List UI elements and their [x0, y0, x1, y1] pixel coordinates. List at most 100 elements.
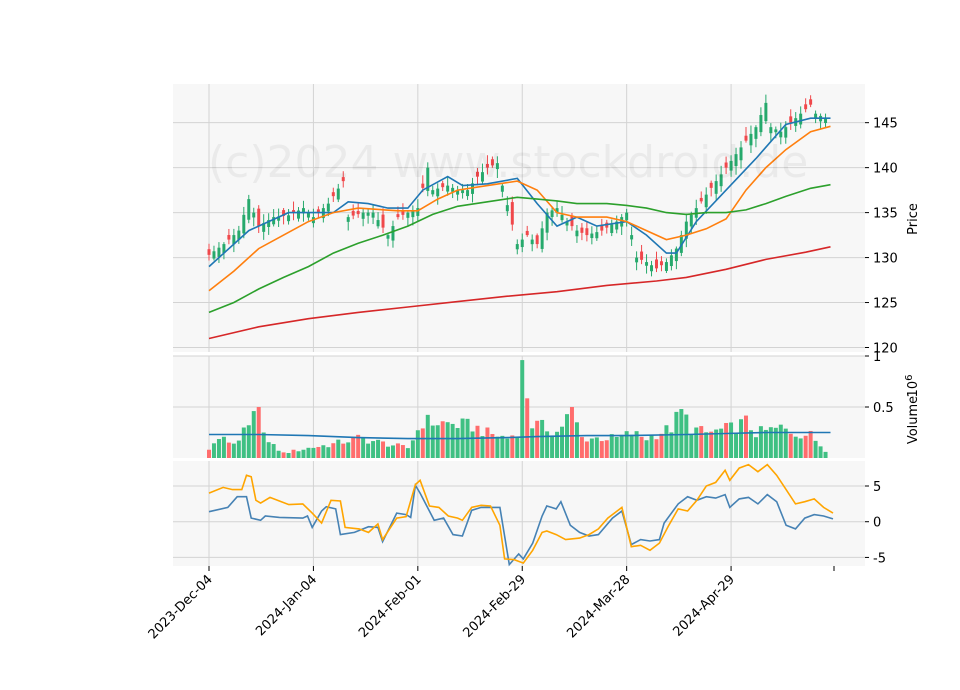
volume-bar	[714, 429, 719, 458]
price-panel: 120 125 130 135 140 145	[173, 84, 898, 357]
candle-body	[754, 127, 758, 139]
candle-body	[590, 233, 594, 239]
candle-body	[461, 190, 465, 194]
candle-body	[645, 262, 649, 266]
volume-bar	[644, 440, 649, 458]
volume-bar	[207, 449, 211, 458]
volume-bar	[256, 407, 261, 458]
volume-bar	[475, 425, 480, 458]
volume-bar	[331, 443, 336, 458]
volume-bar	[560, 426, 565, 458]
volume-bar	[356, 434, 361, 458]
x-axis: 2023-Dec-04 2024-Jan-04 2024-Feb-01 2024-Fe…	[146, 566, 835, 642]
volume-bar	[410, 440, 415, 458]
watermark: (c)2024 www.stockdroid.de	[208, 137, 808, 188]
volume-bar	[366, 443, 371, 458]
moving-average-line-4	[208, 246, 831, 340]
candle-body	[714, 181, 718, 194]
volume-bar	[743, 415, 748, 458]
volume-bar	[236, 440, 241, 458]
volume-bar	[699, 426, 704, 458]
candle-body	[495, 163, 499, 170]
xtick-label: 2024-Feb-01	[356, 572, 425, 641]
candle-body	[451, 187, 455, 192]
candle-body	[515, 244, 519, 250]
volume-bar	[415, 430, 420, 458]
volume-bar	[306, 447, 311, 458]
volume-bar	[748, 430, 753, 458]
candle-body	[257, 208, 261, 227]
volume-bar	[773, 427, 778, 458]
candle-body	[749, 133, 753, 146]
volume-bar	[445, 422, 450, 458]
candle-body	[222, 244, 226, 254]
candle-body	[674, 248, 678, 262]
candle-body	[421, 183, 425, 188]
volume-bar	[495, 436, 500, 458]
candle-body	[371, 212, 375, 218]
candle-body	[326, 203, 330, 212]
volume-bar	[684, 414, 689, 458]
candle-body	[759, 115, 763, 133]
volume-bar	[281, 452, 286, 458]
volume-bar	[316, 446, 321, 458]
candle-body	[366, 212, 370, 216]
candle-body	[779, 131, 783, 138]
candle-body	[282, 210, 286, 216]
volume-bar	[246, 425, 251, 458]
volume-bar	[321, 445, 326, 458]
volume-ytick-label: 0.5	[873, 401, 894, 416]
moving-average-line-2	[208, 125, 831, 292]
candle-body	[659, 261, 663, 266]
volume-bar	[574, 422, 579, 458]
volume-bar	[545, 431, 550, 458]
volume-bar	[450, 423, 455, 458]
volume-bar	[390, 445, 395, 458]
candle-body	[505, 205, 509, 212]
candle-body	[635, 257, 639, 263]
oscillator-panel: -5 0 5	[173, 461, 886, 566]
osc-ytick-label: -5	[873, 551, 886, 566]
candle-body	[654, 259, 658, 269]
candle-body	[227, 234, 231, 240]
volume-bar	[624, 431, 629, 458]
candle-body	[411, 210, 415, 218]
volume-bar	[336, 439, 341, 458]
volume-bar	[540, 419, 545, 458]
volume-bar	[535, 420, 540, 458]
candle-body	[361, 212, 365, 219]
candle-body	[341, 177, 345, 182]
candle-body	[401, 210, 405, 215]
volume-bar	[584, 441, 589, 458]
volume-axis-unit: 106	[904, 375, 921, 398]
volume-bar	[221, 436, 226, 458]
volume-bar	[211, 443, 216, 458]
volume-bar	[420, 428, 425, 458]
candle-body	[485, 163, 489, 168]
candle-body	[242, 214, 246, 234]
candle-body	[346, 217, 350, 222]
candle-body	[356, 210, 360, 215]
candle-body	[500, 185, 504, 192]
candle-body	[580, 227, 584, 233]
volume-bar	[271, 444, 276, 458]
candle-body	[824, 118, 828, 124]
candle-body	[476, 171, 479, 177]
volume-bar	[550, 435, 555, 458]
volume-bar	[579, 437, 584, 458]
volume-bar	[679, 409, 684, 458]
candle-body	[585, 228, 589, 236]
candle-body	[704, 194, 708, 208]
volume-bar	[649, 435, 654, 458]
volume-bar	[619, 434, 624, 458]
volume-bar	[500, 435, 505, 458]
price-ytick-label: 130	[873, 252, 898, 267]
volume-bar	[719, 428, 724, 458]
candle-body	[381, 214, 385, 228]
volume-bar	[778, 424, 783, 458]
volume-bar	[505, 438, 510, 458]
price-axis-title: Price	[906, 203, 921, 235]
volume-bar	[724, 423, 729, 458]
candle-body	[630, 235, 634, 240]
